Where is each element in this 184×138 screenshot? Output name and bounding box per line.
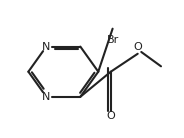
Text: O: O — [106, 112, 115, 121]
Text: N: N — [42, 42, 50, 52]
Text: N: N — [42, 92, 50, 102]
Text: Br: Br — [107, 35, 119, 45]
Text: O: O — [133, 42, 142, 52]
